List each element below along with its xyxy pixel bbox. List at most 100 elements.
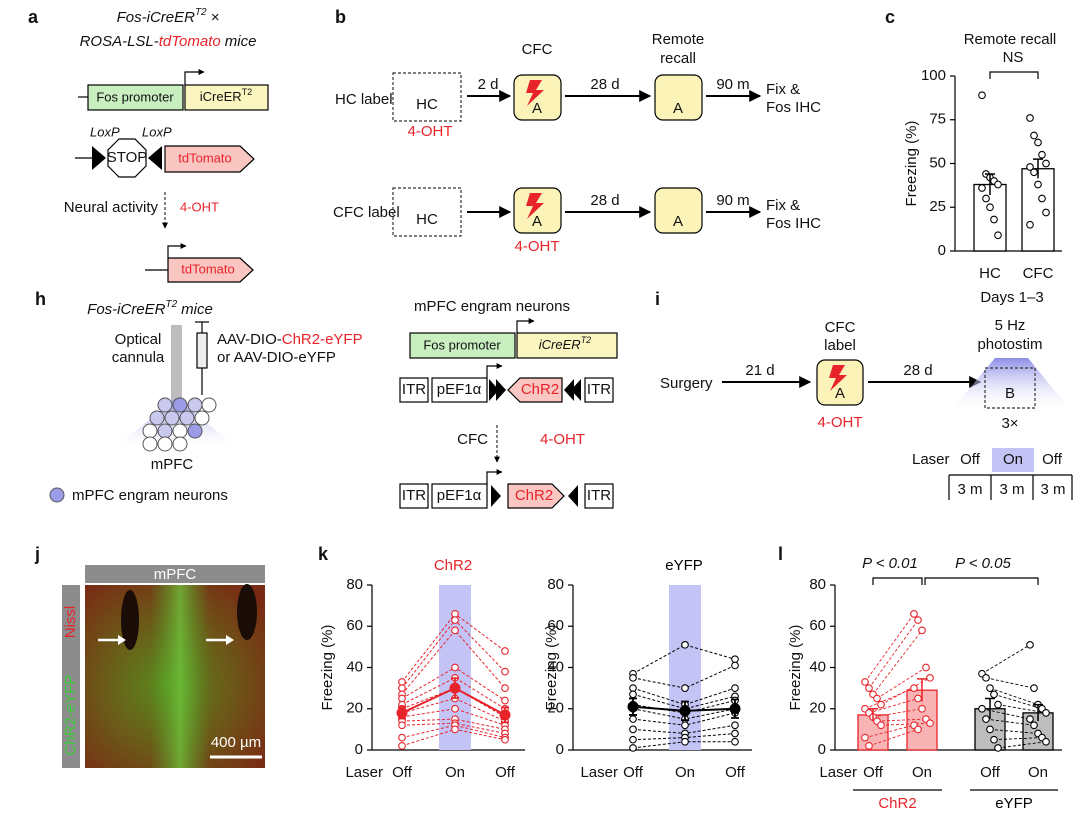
mean-point [396, 707, 408, 719]
error-bar [985, 173, 995, 195]
data-point [398, 733, 406, 742]
superscript: T2 [581, 335, 592, 345]
data-point [629, 715, 637, 723]
y-tick-label: 0 [818, 741, 826, 758]
data-point [982, 673, 990, 682]
data-point [501, 735, 509, 744]
data-point [914, 725, 922, 734]
y-tick-label: 20 [547, 700, 564, 717]
y-tick-label: 60 [547, 617, 564, 634]
x-tick-label: Off [392, 764, 413, 781]
context-box [654, 187, 703, 234]
element-label: ITR [402, 381, 426, 398]
y-tick-label: 50 [929, 154, 946, 171]
drug-label: 4-OHT [540, 431, 585, 448]
data-point [1042, 159, 1050, 168]
individual-line [401, 708, 506, 726]
data-point [1026, 715, 1034, 723]
data-point [877, 700, 885, 709]
superscript: T2 [195, 7, 207, 18]
data-point [865, 742, 873, 750]
panel-label: h [35, 289, 46, 309]
element-label: pEF1α [437, 487, 482, 504]
data-point [629, 690, 637, 699]
group-label: ChR2 [878, 795, 916, 812]
construct-title: mPFC engram neurons [414, 298, 570, 315]
panel-label: a [28, 7, 39, 27]
home-cage-box [392, 187, 462, 237]
x-tick-label: Off [623, 764, 644, 781]
data-point [877, 721, 885, 730]
stop-sign [107, 138, 147, 178]
data-point [865, 684, 873, 692]
lox-site [496, 379, 506, 401]
data-point [978, 184, 986, 192]
individual-line [401, 718, 506, 730]
drug-label: 4-OHT [818, 414, 863, 431]
data-point [731, 729, 739, 738]
data-point [731, 684, 739, 692]
element-label: ChR2 [515, 487, 553, 504]
data-point [986, 203, 994, 212]
data-point [451, 626, 459, 635]
data-point [918, 626, 926, 635]
pair-line [868, 619, 919, 689]
x-axis-label: Laser [580, 764, 618, 781]
x-tick-label: On [912, 764, 932, 781]
gene-label: iCreERT2 [539, 335, 591, 352]
pair-line [997, 741, 1047, 749]
context-label: A [532, 213, 542, 230]
drug-label: 4-OHT [515, 238, 560, 255]
data-point [914, 616, 922, 624]
data-point [994, 180, 1002, 189]
data-point [398, 678, 406, 686]
data-point [398, 742, 406, 750]
data-point [629, 684, 637, 692]
data-point [731, 721, 739, 730]
drug-label: 4-OHT [408, 123, 453, 140]
step-header: label [824, 337, 856, 354]
panel-title: Fos-iCreERT2 mice [87, 299, 213, 318]
promoter-box [431, 377, 488, 403]
home-cage-box [392, 72, 462, 122]
x-tick-label: Off [863, 764, 884, 781]
end-label: Fos IHC [766, 215, 821, 232]
stop-label: STOP [107, 149, 148, 166]
bar [973, 183, 1007, 252]
data-point [681, 640, 689, 649]
title-part: tdTomato [159, 33, 221, 50]
y-axis-label: Freezing (%) [787, 625, 804, 711]
data-point [926, 673, 934, 682]
reporter-box [164, 145, 255, 173]
interval-label: 21 d [745, 362, 774, 379]
y-tick-label: 60 [346, 617, 363, 634]
step-header: recall [660, 50, 696, 67]
timeline [948, 474, 1073, 500]
data-point [978, 704, 986, 713]
loxp-label: LoxP [142, 124, 172, 139]
row-label: CFC label [333, 204, 400, 221]
shock-icon [526, 193, 544, 219]
superscript: T2 [166, 299, 178, 310]
mean-point [499, 709, 511, 721]
duration-label: 3 m [999, 481, 1024, 498]
chart-title: ChR2 [434, 557, 472, 574]
lox-site [571, 379, 581, 401]
y-tick-label: 20 [809, 700, 826, 717]
x-tick-label: CFC [1023, 265, 1054, 282]
mean-point [729, 703, 741, 715]
interval-label: 28 d [903, 362, 932, 379]
data-point [1038, 150, 1046, 159]
y-tick-label: 0 [938, 242, 946, 259]
data-point [398, 694, 406, 703]
row-label: HC label [335, 91, 393, 108]
panel-a: a Fos-iCreERT2 × ROSA-LSL-tdTomato mice Fo… [28, 7, 269, 283]
scale-label: 400 µm [211, 734, 261, 751]
pair-line [989, 728, 1039, 734]
neurons [142, 397, 217, 452]
context-box [816, 359, 864, 406]
data-point [1026, 114, 1034, 122]
pair-line [981, 708, 1031, 720]
data-point [986, 684, 994, 692]
end-label: Fix & [766, 197, 800, 214]
